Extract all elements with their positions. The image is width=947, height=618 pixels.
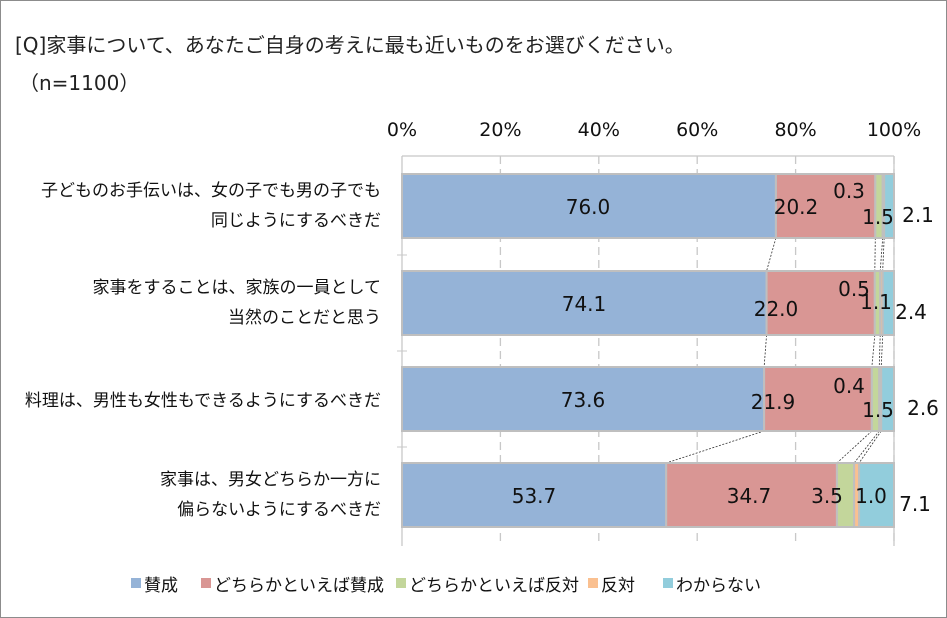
series-line: [763, 334, 767, 368]
data-label: 1.5: [862, 398, 894, 422]
legend-label: 賛成: [144, 576, 178, 596]
x-tick-label: 60%: [676, 119, 718, 141]
x-tick-label: 20%: [479, 119, 521, 141]
bar-segment: [881, 270, 896, 336]
data-label: 7.1: [899, 492, 931, 516]
data-label: 22.0: [754, 297, 799, 321]
legend-swatch: [588, 578, 598, 588]
data-label: 0.3: [833, 179, 865, 203]
bar-segment: [883, 173, 895, 239]
data-label: 0.5: [838, 277, 870, 301]
legend-label: どちらかといえば賛成: [214, 576, 384, 596]
bar-segment: [665, 462, 838, 528]
series-line: [880, 334, 884, 368]
series-line: [666, 430, 765, 464]
legend-swatch: [396, 578, 406, 588]
category-label: 当然のことだと思う: [228, 308, 381, 328]
data-label: 3.5: [811, 484, 843, 508]
category-label: 料理は、男性も女性もできるようにするべきだ: [25, 391, 381, 411]
data-label: 76.0: [566, 195, 611, 219]
bar-segment: [880, 366, 896, 432]
data-label: 1.0: [855, 484, 887, 508]
legend-swatch: [201, 578, 211, 588]
data-label: 1.5: [862, 205, 894, 229]
data-label: 1.1: [860, 290, 892, 314]
series-line: [871, 334, 876, 368]
data-label: 2.6: [907, 396, 939, 420]
chart-subtitle: （n=1100）: [19, 71, 140, 95]
legend-label: 反対: [601, 576, 635, 596]
data-label: 20.2: [774, 195, 819, 219]
bar-segment: [401, 462, 668, 528]
data-label: 73.6: [561, 388, 606, 412]
bar-segment: [401, 270, 768, 336]
chart-title: [Q]家事について、あなたご自身の考えに最も近いものをお選びください。: [15, 33, 685, 57]
series-line: [766, 237, 777, 272]
legend-swatch: [663, 578, 673, 588]
data-label: 74.1: [562, 292, 607, 316]
legend-label: どちらかといえば反対: [409, 576, 579, 596]
x-tick-label: 0%: [387, 119, 417, 141]
series-line: [858, 430, 882, 464]
bar-segment: [765, 270, 876, 336]
series-line: [879, 237, 884, 272]
category-label: 家事は、男女どちらか一方に: [160, 470, 381, 490]
legend-label: わからない: [676, 576, 761, 596]
x-tick-label: 80%: [774, 119, 816, 141]
data-label: 2.4: [895, 300, 927, 324]
category-label: 子どものお手伝いは、女の子でも男の子でも: [41, 181, 381, 201]
bar-segment: [401, 366, 766, 432]
data-label: 21.9: [751, 390, 796, 414]
data-label: 53.7: [512, 484, 557, 508]
series-line: [836, 430, 873, 464]
series-line: [878, 334, 881, 368]
bar-segment: [858, 462, 895, 528]
series-line: [882, 237, 885, 272]
data-label: 0.4: [833, 374, 865, 398]
data-label: 34.7: [727, 484, 772, 508]
bar-segment: [401, 173, 777, 239]
data-label: 2.1: [902, 203, 934, 227]
category-label: 偏らないようにするべきだ: [177, 500, 381, 520]
legend-swatch: [131, 578, 141, 588]
x-tick-label: 100%: [867, 119, 921, 141]
x-tick-label: 40%: [578, 119, 620, 141]
category-label: 家事をすることは、家族の一員として: [93, 278, 382, 298]
category-label: 同じようにするべきだ: [211, 211, 381, 231]
